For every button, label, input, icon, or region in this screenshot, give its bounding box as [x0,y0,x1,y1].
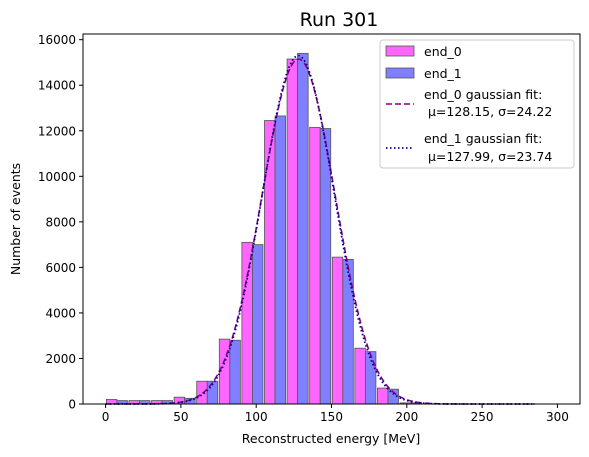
bar-end-0-bin-9 [309,126,321,405]
bar-end-0-bin-6 [241,241,253,405]
x-tick-label: 0 [102,410,110,424]
bar-end-1-bin-5 [229,339,241,405]
legend-label-end-0-fit-line1: end_0 gaussian fit: [424,87,542,102]
bar-end-1-bin-10 [342,259,354,405]
bar-end-0-bin-11 [354,347,366,405]
y-tick-label: 12000 [38,124,76,138]
y-tick-label: 4000 [45,306,76,320]
legend-swatch-end-1 [385,67,415,79]
x-tick-label: 200 [395,410,418,424]
y-tick-label: 14000 [38,79,76,93]
chart-title: Run 301 [300,9,379,31]
y-tick-label: 6000 [45,261,76,275]
legend: end_0 end_1 end_0 gaussian fit: μ=128.15… [379,39,575,169]
legend-box [379,39,575,169]
bar-end-0-bin-8 [286,58,299,405]
bar-end-1-bin-8 [297,52,309,405]
x-axis-ticks: 0 50 100 150 200 250 300 [102,404,569,424]
x-axis-label: Reconstructed energy [MeV] [242,431,420,446]
legend-label-end-1-fit-line1: end_1 gaussian fit: [424,131,542,146]
x-tick-label: 100 [245,410,268,424]
bar-end-0-bin-10 [331,256,344,405]
bar-end-1-bin-9 [319,128,332,405]
x-tick-label: 50 [173,410,188,424]
bar-end-0-bin-4 [196,380,208,405]
bar-end-0-bin-7 [264,120,276,405]
legend-label-end-0-fit-line2: μ=128.15, σ=24.22 [424,104,552,119]
x-tick-label: 300 [546,410,569,424]
y-tick-label: 8000 [45,215,76,229]
bars-layer [105,52,422,405]
y-axis-ticks: 0 2000 4000 6000 8000 10000 12000 14000 16000 [38,33,83,412]
bar-end-0-bin-12 [377,387,389,405]
legend-label-end-1-fit-line2: μ=127.99, σ=23.74 [424,149,552,164]
legend-label-end-1: end_1 [424,66,462,81]
y-tick-label: 2000 [45,352,76,366]
bar-end-1-bin-11 [364,351,377,405]
bar-end-1-bin-6 [252,244,264,405]
legend-swatch-end-0 [385,45,415,57]
x-tick-label: 250 [471,410,494,424]
x-tick-label: 150 [320,410,343,424]
y-tick-label: 16000 [38,33,76,47]
legend-label-end-0: end_0 [424,44,462,59]
y-tick-label: 0 [68,398,76,412]
bar-end-1-bin-7 [274,115,286,405]
y-tick-label: 10000 [38,170,76,184]
y-axis-label: Number of events [8,163,23,275]
